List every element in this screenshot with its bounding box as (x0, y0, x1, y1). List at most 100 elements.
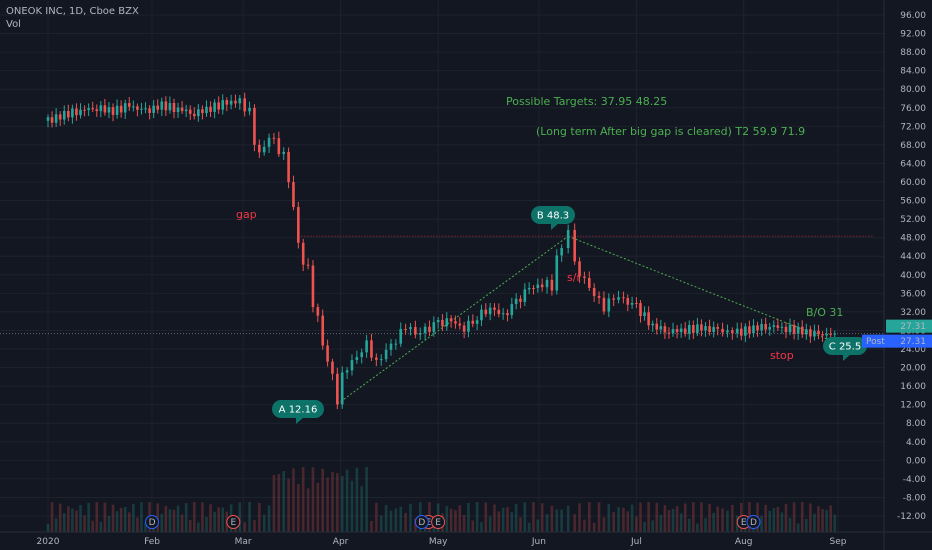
volume-bar (292, 468, 295, 532)
candle-body (217, 102, 220, 110)
candle-body (71, 108, 74, 118)
volume-bar (484, 502, 488, 532)
volume-bar (197, 522, 200, 532)
candle-body (716, 327, 720, 329)
volume-bar (404, 512, 407, 532)
candle-body (164, 101, 168, 111)
candle-body (423, 326, 427, 334)
volume-bar (462, 515, 466, 532)
volume-bar (519, 517, 522, 532)
candle-body (532, 287, 535, 289)
candle-body (578, 261, 581, 277)
y-tick-label: 64.00 (900, 159, 926, 169)
volume-bar (679, 513, 683, 532)
volume-bar (379, 515, 383, 532)
volume-bar (523, 502, 527, 532)
candle-body (58, 114, 62, 120)
candle-body (234, 100, 237, 104)
last-price-tag (886, 319, 932, 333)
volume-bar (301, 467, 305, 532)
bubble-b-text: B 48.3 (537, 211, 569, 222)
candle-body (316, 307, 320, 316)
candle-body (721, 328, 724, 333)
candle-body (555, 255, 559, 291)
candle-body (566, 229, 570, 249)
candle-body (480, 309, 483, 321)
volume-bar (46, 524, 50, 532)
volume-bar (471, 520, 475, 532)
time-axis[interactable]: 2020 Feb Mar Apr May Jun Jul Aug Sep (0, 531, 932, 547)
y-tick-label: 8.00 (906, 419, 926, 429)
candle-body (527, 287, 531, 290)
candle-body (488, 307, 492, 315)
volume-bar (683, 503, 687, 532)
candle-body (659, 326, 663, 330)
volume-bar (282, 471, 285, 532)
earnings-marker (226, 515, 241, 529)
volume-bar (821, 509, 824, 532)
candle-body (696, 324, 699, 333)
volume-bar (238, 502, 242, 532)
volume-bar (587, 502, 591, 532)
candle-body (180, 107, 184, 112)
volume-bar (360, 486, 364, 532)
candle-body (172, 102, 176, 113)
volume-bar (663, 505, 667, 532)
candle-body (663, 326, 667, 333)
candle-body (587, 277, 591, 288)
candle-body (560, 248, 563, 256)
candle-body (817, 330, 820, 335)
volume-bar (172, 509, 176, 532)
candle-body (501, 313, 505, 315)
volume-bar (217, 507, 220, 532)
candle-body (458, 323, 462, 326)
volume-bar (651, 520, 654, 532)
volume-bar (243, 522, 246, 532)
volume-bar (365, 467, 368, 532)
chart-legend: ONEOK INC, 1D, Cboe BZX Vol (6, 5, 139, 31)
volume-bar (394, 508, 398, 532)
candle-body (514, 298, 518, 305)
candle-body (768, 327, 772, 330)
candle-body (760, 323, 763, 331)
volume-bar (454, 510, 457, 532)
symbol-title[interactable]: ONEOK INC, 1D, Cboe BZX (6, 6, 139, 17)
candle-body (735, 328, 739, 334)
marker-label: D (418, 518, 425, 528)
candle-body (821, 334, 824, 336)
volume-bar (458, 505, 462, 532)
volume-bar (712, 512, 715, 532)
marker-label: E (741, 518, 747, 528)
x-tick-label: Mar (235, 537, 252, 547)
candle-body (404, 328, 407, 330)
candle-body (87, 108, 90, 111)
candle-body (205, 106, 208, 114)
candle-body (700, 324, 703, 331)
targets-text: Possible Targets: 37.95 48.25 (506, 95, 667, 108)
candle-body (272, 137, 276, 139)
marker-label: D (750, 518, 757, 528)
volume-bar (467, 502, 470, 532)
candle-body (54, 114, 58, 123)
candle-body (739, 328, 743, 336)
y-tick-label: 16.00 (900, 382, 926, 392)
volume-label[interactable]: Vol (6, 19, 21, 30)
y-tick-label: 20.00 (900, 364, 926, 374)
candle-body (345, 370, 349, 373)
candle-body (523, 289, 527, 302)
candle-body (111, 107, 115, 115)
candle-body (331, 361, 334, 374)
candle-body (776, 325, 780, 328)
volume-bar (635, 516, 638, 532)
y-tick-label: 44.00 (900, 252, 926, 262)
candle-body (287, 151, 290, 183)
volume-bar (168, 509, 172, 532)
candle-body (667, 332, 671, 334)
candle-body (62, 111, 66, 120)
earnings-markers[interactable]: DEEEEDD (145, 515, 761, 529)
volume-bar (784, 503, 788, 532)
volume-bar (384, 504, 388, 532)
y-tick-label: 12.00 (900, 401, 926, 411)
earnings-marker (431, 515, 446, 529)
